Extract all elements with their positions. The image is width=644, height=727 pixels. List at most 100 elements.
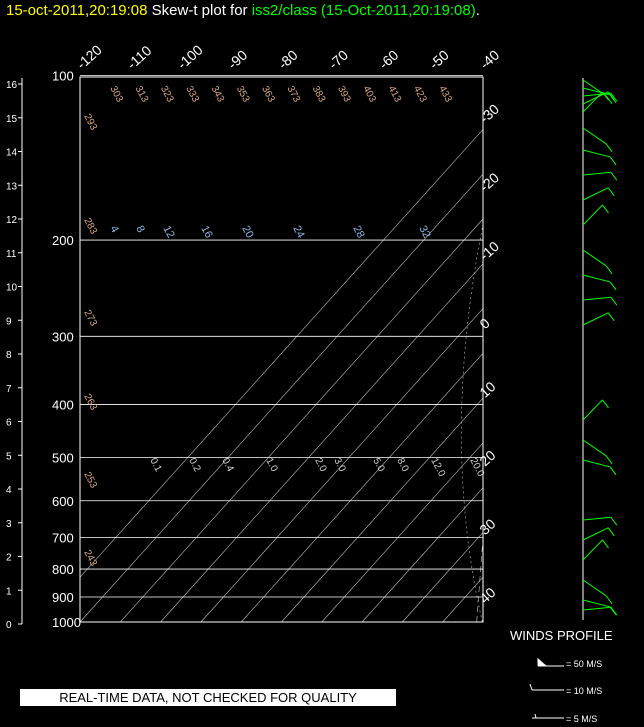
dry-adiabat-label: 373 [284,84,302,104]
wind-barb-feather [602,204,609,214]
wind-barb-feather [610,296,618,306]
pressure-label: 200 [52,233,74,248]
wind-barb-feather [607,312,615,322]
wind-barb [582,312,609,326]
wind-barb-feather [609,156,617,166]
wind-barb-feather [607,527,615,537]
isotherm-line [361,487,484,623]
dry-adiabat-label: 433 [436,84,454,104]
top-temperature-label: -40 [477,47,503,73]
mixing-ratio-label: 24 [290,224,306,240]
wind-barb [582,91,603,113]
wind-barb-feather [605,595,613,605]
pressure-label: 900 [52,590,74,605]
height-label: 5 [6,451,12,462]
dry-adiabat-label: 273 [81,308,99,328]
height-label: 0 [6,620,12,631]
right-temperature-label: 10 [476,378,498,400]
wind-key-5-symbol [532,713,564,719]
height-label: 16 [6,80,18,91]
mixing-ratio-label: 28 [350,224,366,240]
wind-key-50-symbol [537,657,564,667]
top-temperature-label: -90 [225,47,251,73]
mixing-ratio-label: 32 [416,224,432,240]
mixing-ratio-label: 4 [107,224,120,235]
height-label: 1 [6,586,12,597]
height-label: 10 [6,283,18,294]
wind-barb-feather [610,516,618,526]
wind-barb-feather [607,91,615,101]
dry-adiabat-label: 253 [81,470,99,490]
wind-barb-feather [602,91,609,101]
top-temperature-label: -60 [376,47,402,73]
right-temperature-label: -20 [476,169,502,195]
wind-barb-feather [602,539,609,549]
top-temperature-label: -50 [426,47,452,73]
chart-title: 15-oct-2011,20:19:08 Skew-t plot for iss… [6,2,480,19]
dry-adiabat-label: 303 [107,84,125,104]
wind-barb [582,459,611,468]
pressure-label: 600 [52,494,74,509]
mixing-ratio-label: 12 [160,224,176,240]
title-prefix: Skew-t plot for [151,2,248,19]
dry-adiabat-label: 423 [411,84,429,104]
wind-barb [582,399,603,421]
mixing-ratio-label: 0.4 [219,456,235,474]
dry-adiabat-label: 363 [259,84,277,104]
right-temperature-label: -10 [476,238,502,264]
top-temperature-label: -120 [73,41,105,72]
dry-adiabat-line [461,227,483,623]
height-label: 9 [6,316,12,327]
wind-barb-feather [610,606,618,616]
right-temperature-label: 0 [476,315,493,332]
height-label: 13 [6,181,18,192]
winds-profile-title: WINDS PROFILE [510,628,613,643]
title-station: iss2/class (15-Oct-2011,20:19:08) [251,2,476,19]
wind-key-10-symbol [529,683,564,691]
pressure-label: 800 [52,562,74,577]
isotherm-line [79,129,484,578]
height-label: 3 [6,519,12,530]
wind-barb-feather [609,466,617,476]
wind-barb [582,204,603,226]
mixing-ratio-label: 12.0 [428,456,447,479]
right-temperature-label: -30 [476,101,502,127]
dry-adiabat-label: 243 [81,548,99,568]
top-temperature-label: -110 [124,42,155,72]
mixing-ratio-label: 2.0 [312,456,328,474]
pressure-label: 700 [52,530,74,545]
wind-barb-feather [610,92,618,102]
wind-barb [582,599,611,608]
dry-adiabat-label: 333 [183,84,201,104]
height-label: 12 [6,215,18,226]
height-label: 4 [6,485,12,496]
wind-barb [582,249,607,267]
mixing-ratio-label: 1.0 [263,456,279,474]
wind-barb [582,439,607,457]
wind-barb [582,274,611,283]
wind-barb [582,171,611,176]
height-label: 7 [6,384,12,395]
dry-adiabat-label: 293 [81,112,99,132]
mixing-ratio-label: 3.0 [331,456,347,474]
isotherm-line [120,218,484,623]
wind-barb [582,296,611,301]
pressure-label: 500 [52,451,74,466]
wind-barb [582,579,607,597]
pressure-label: 300 [52,329,74,344]
mixing-ratio-label: 0.2 [186,456,202,474]
wind-barb [582,516,611,521]
wind-barb-feather [605,143,613,153]
pressure-label: 100 [52,69,74,84]
isobar-lines [80,75,483,623]
dry-adiabat-label: 353 [234,84,252,104]
title-datetime: 15-oct-2011,20:19:08 [6,2,148,19]
height-label: 11 [6,249,17,260]
mixing-ratio-label: 20 [239,224,255,240]
dry-adiabat-lines [461,227,483,623]
dry-adiabat-label: 403 [360,84,378,104]
wind-barb-feather [607,187,615,197]
wind-barb-feather [609,281,617,291]
wind-profile [529,78,618,719]
